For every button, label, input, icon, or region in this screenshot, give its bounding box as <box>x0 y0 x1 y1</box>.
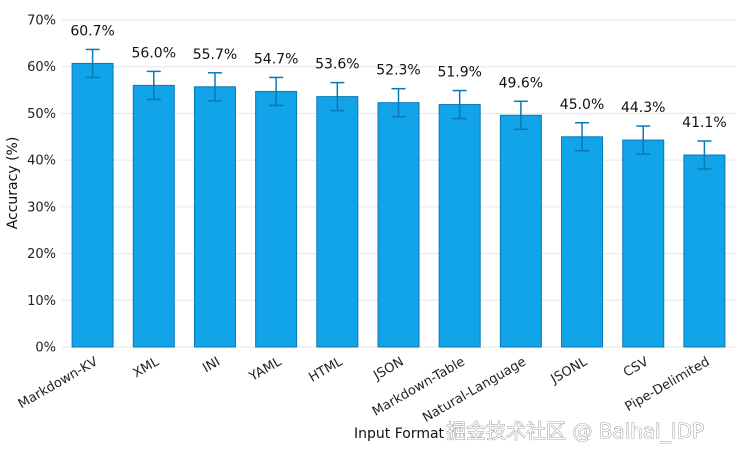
bar <box>438 104 481 348</box>
x-tick-label: Natural-Language <box>420 354 529 425</box>
y-tick-label: 60% <box>27 60 56 75</box>
x-tick-label: YAML <box>246 354 285 385</box>
data-label: 60.7% <box>70 23 114 39</box>
data-label: 45.0% <box>560 97 604 113</box>
bars <box>71 62 726 348</box>
data-label: 49.6% <box>499 75 543 91</box>
bar <box>683 154 726 348</box>
data-label: 51.9% <box>437 65 481 81</box>
y-tick-label: 10% <box>27 294 56 309</box>
x-tick-label: JSONL <box>548 354 591 388</box>
bar <box>71 62 114 348</box>
bar <box>499 114 542 348</box>
data-label: 53.6% <box>315 57 359 73</box>
x-axis-title: Input Format <box>354 426 445 442</box>
x-tick-label: JSON <box>370 354 406 384</box>
y-tick-label: 30% <box>27 200 56 215</box>
data-label: 44.3% <box>621 100 665 116</box>
y-tick-label: 70% <box>27 14 56 29</box>
bar <box>622 139 665 348</box>
bar <box>561 136 604 348</box>
error-bars <box>85 48 712 170</box>
y-tick-label: 0% <box>35 341 56 356</box>
data-label: 41.1% <box>682 115 726 131</box>
watermark-text: 掘金技术社区 @ Baihai_IDP <box>446 419 704 443</box>
y-axis-title: Accuracy (%) <box>5 137 21 230</box>
x-axis-ticks: Markdown-KV XML INI YAML HTML JSONMarkdown-Ta… <box>16 354 713 426</box>
data-label: 52.3% <box>376 63 420 79</box>
y-tick-label: 50% <box>27 107 56 122</box>
x-tick-label: XML <box>131 354 163 381</box>
data-label: 56.0% <box>132 45 176 61</box>
data-label: 55.7% <box>193 47 237 63</box>
data-labels: 60.7% 56.0% 55.7% 54.7% 53.6% 52.3% 51.9% 49.6%… <box>70 23 726 131</box>
x-tick-label: Markdown-KV <box>16 354 101 412</box>
y-tick-label: 20% <box>27 247 56 262</box>
x-tick-label: INI <box>200 354 223 376</box>
y-tick-label: 40% <box>27 154 56 169</box>
bar <box>255 90 298 348</box>
bar <box>132 84 175 348</box>
x-tick-label: HTML <box>306 354 345 385</box>
y-axis-ticks: 0% 10% 20% 30% 40% 50% 60% 70% <box>27 14 56 356</box>
bar <box>316 96 359 348</box>
data-label: 54.7% <box>254 51 298 67</box>
x-tick-label: CSV <box>621 354 651 380</box>
bar <box>193 86 236 348</box>
bar <box>377 102 420 348</box>
